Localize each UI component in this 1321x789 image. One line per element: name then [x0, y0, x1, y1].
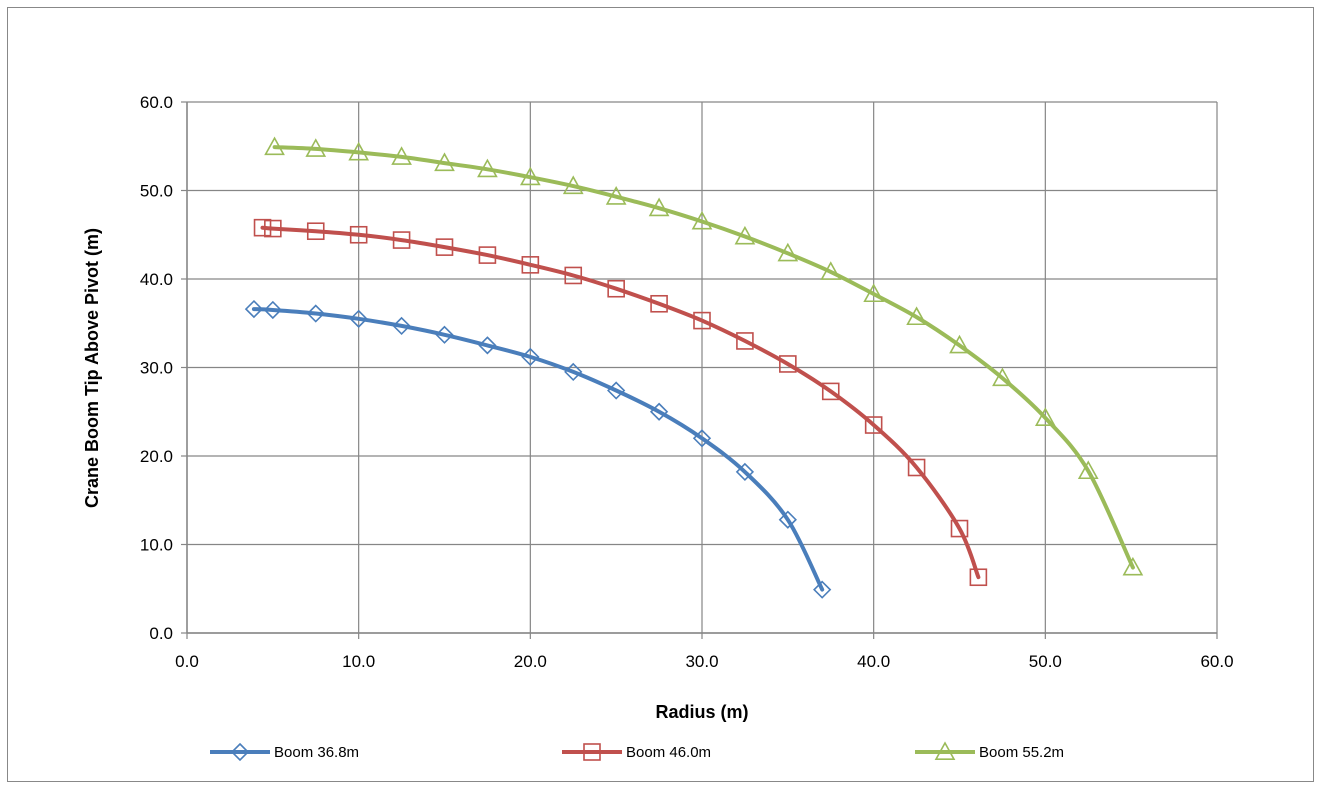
- y-tick-label: 50.0: [140, 182, 173, 201]
- data-point-series-1: [692, 429, 712, 448]
- data-point-series-1: [649, 402, 669, 421]
- data-point-series-3: [777, 242, 799, 262]
- data-point-series-2: [650, 294, 668, 313]
- y-tick-label: 0.0: [149, 624, 173, 643]
- x-tick-label: 60.0: [1200, 652, 1233, 671]
- data-point-series-2: [478, 246, 497, 264]
- data-point-series-3: [906, 306, 927, 326]
- legend-marker: [934, 741, 956, 761]
- data-point-series-3: [1034, 407, 1056, 426]
- tick-labels: 0.0 10.0 20.0 30.0 40.0 50.0 60.0 0.0 10.0 20.0 30…: [140, 93, 1234, 671]
- data-point-series-2: [253, 218, 272, 237]
- data-point-series-3: [434, 152, 455, 172]
- data-point-series-1: [778, 510, 797, 529]
- x-tick-label: 0.0: [175, 652, 199, 671]
- data-point-series-1: [521, 347, 540, 367]
- x-tick-label: 20.0: [514, 652, 547, 671]
- data-point-series-2: [264, 219, 282, 238]
- data-point-series-3: [992, 367, 1013, 387]
- data-point-series-2: [607, 279, 625, 298]
- data-point-series-1: [435, 325, 454, 344]
- data-point-series-2: [950, 519, 969, 538]
- y-tick-label: 40.0: [140, 270, 173, 289]
- data-point-series-3: [519, 166, 541, 186]
- legend-item-1: Boom 36.8m: [210, 742, 359, 762]
- data-point-series-2: [969, 568, 988, 587]
- data-point-series-2: [435, 238, 454, 256]
- axes: [181, 101, 1218, 639]
- x-axis-title: Radius (m): [655, 702, 748, 722]
- data-point-series-2: [521, 256, 540, 274]
- data-point-series-1: [478, 336, 497, 355]
- data-point-series-2: [907, 458, 926, 477]
- data-point-series-1: [813, 580, 832, 599]
- plot-markers: [244, 136, 1144, 599]
- data-point-series-3: [820, 261, 842, 280]
- data-point-series-3: [562, 175, 584, 195]
- legend-marker: [230, 742, 250, 762]
- data-point-series-1: [392, 316, 411, 336]
- series-line-2: [260, 225, 981, 580]
- data-point-series-3: [477, 158, 498, 178]
- data-point-series-3: [863, 283, 885, 303]
- x-tick-label: 40.0: [857, 652, 890, 671]
- data-point-series-1: [607, 381, 626, 400]
- x-tick-label: 50.0: [1029, 652, 1062, 671]
- legend-item-2: Boom 46.0m: [562, 743, 711, 761]
- legend-label: Boom 36.8m: [274, 744, 359, 761]
- legend-item-3: Boom 55.2m: [915, 741, 1064, 761]
- data-point-series-3: [648, 197, 670, 217]
- data-point-series-2: [564, 266, 583, 285]
- data-point-series-2: [392, 231, 411, 249]
- legend-marker: [583, 743, 601, 761]
- y-axis-title: Crane Boom Tip Above Pivot (m): [82, 228, 102, 508]
- y-tick-label: 10.0: [140, 536, 173, 555]
- data-point-series-1: [735, 462, 755, 482]
- legend-label: Boom 55.2m: [979, 744, 1064, 761]
- chart-area-border: [7, 7, 1314, 782]
- gridlines: [186, 101, 1218, 634]
- data-point-series-2: [693, 311, 711, 330]
- y-tick-label: 20.0: [140, 447, 173, 466]
- legend: Boom 36.8m Boom 46.0m Boom 55.2m: [210, 741, 1064, 762]
- data-point-series-3: [691, 210, 713, 230]
- data-point-series-3: [264, 136, 285, 156]
- data-point-series-1: [349, 309, 368, 328]
- data-point-series-3: [949, 334, 970, 354]
- data-point-series-1: [564, 362, 583, 382]
- data-point-series-2: [736, 332, 754, 350]
- data-point-series-3: [305, 138, 327, 157]
- data-point-series-2: [349, 225, 368, 244]
- data-point-series-3: [391, 146, 412, 165]
- data-point-series-3: [734, 225, 756, 245]
- data-point-series-3: [348, 141, 370, 161]
- data-point-series-1: [306, 304, 325, 323]
- y-tick-label: 60.0: [140, 93, 173, 112]
- data-point-series-2: [779, 355, 797, 373]
- y-tick-label: 30.0: [140, 359, 173, 378]
- data-point-series-3: [605, 186, 627, 205]
- data-point-series-3: [1122, 556, 1144, 576]
- data-point-series-2: [864, 416, 883, 434]
- data-point-series-1: [244, 299, 264, 319]
- x-tick-label: 30.0: [685, 652, 718, 671]
- legend-label: Boom 46.0m: [626, 744, 711, 761]
- data-point-series-1: [263, 300, 282, 320]
- data-point-series-2: [306, 222, 325, 241]
- data-point-series-3: [1077, 460, 1099, 480]
- data-point-series-2: [821, 382, 840, 401]
- x-tick-label: 10.0: [342, 652, 375, 671]
